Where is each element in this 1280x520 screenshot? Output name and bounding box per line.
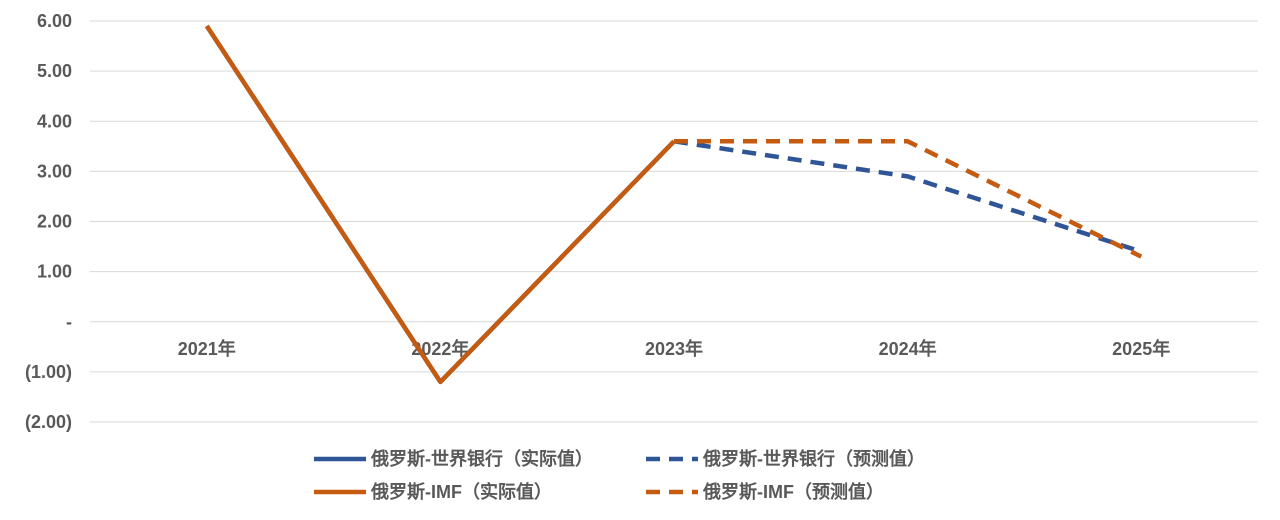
x-axis-ticks: 2021年 2022年 2023年 2024年 2025年 — [178, 338, 1170, 359]
x-tick-label: 2023年 — [645, 338, 703, 359]
series-line-2 — [204, 24, 676, 385]
y-tick-label: - — [66, 312, 72, 332]
x-tick-label: 2025年 — [1112, 338, 1170, 359]
y-tick-label: 1.00 — [37, 262, 72, 282]
x-tick-label: 2022年 — [411, 338, 469, 359]
series-layer — [204, 24, 1143, 385]
x-tick-label: 2021年 — [178, 338, 236, 359]
legend-item: 俄罗斯-IMF（实际值） — [314, 481, 552, 502]
y-tick-label: 2.00 — [37, 212, 72, 232]
legend-label: 俄罗斯-世界银行（实际值） — [370, 448, 593, 469]
y-tick-label: 5.00 — [37, 61, 72, 81]
y-tick-label: 4.00 — [37, 111, 72, 131]
legend: 俄罗斯-世界银行（实际值） 俄罗斯-世界银行（预测值） 俄罗斯-IMF（实际值） 俄罗… — [314, 448, 925, 502]
series-line-0 — [204, 24, 676, 385]
legend-label: 俄罗斯-IMF（预测值） — [702, 481, 884, 502]
y-tick-label: 3.00 — [37, 161, 72, 181]
legend-item: 俄罗斯-世界银行（预测值） — [646, 448, 925, 469]
legend-item: 俄罗斯-世界银行（实际值） — [314, 448, 593, 469]
y-axis-ticks: 6.00 5.00 4.00 3.00 2.00 1.00 - (1.00) (2.00) — [25, 11, 72, 432]
legend-item: 俄罗斯-IMF（预测值） — [646, 481, 884, 502]
y-tick-label: 6.00 — [37, 11, 72, 31]
x-tick-label: 2024年 — [879, 338, 937, 359]
legend-label: 俄罗斯-IMF（实际值） — [370, 481, 552, 502]
legend-label: 俄罗斯-世界银行（预测值） — [702, 448, 925, 469]
series-line-1 — [673, 139, 1142, 254]
y-tick-label: (1.00) — [25, 362, 72, 382]
y-tick-label: (2.00) — [25, 412, 72, 432]
series-line-3 — [674, 139, 1143, 259]
grid-layer — [90, 20, 1258, 423]
